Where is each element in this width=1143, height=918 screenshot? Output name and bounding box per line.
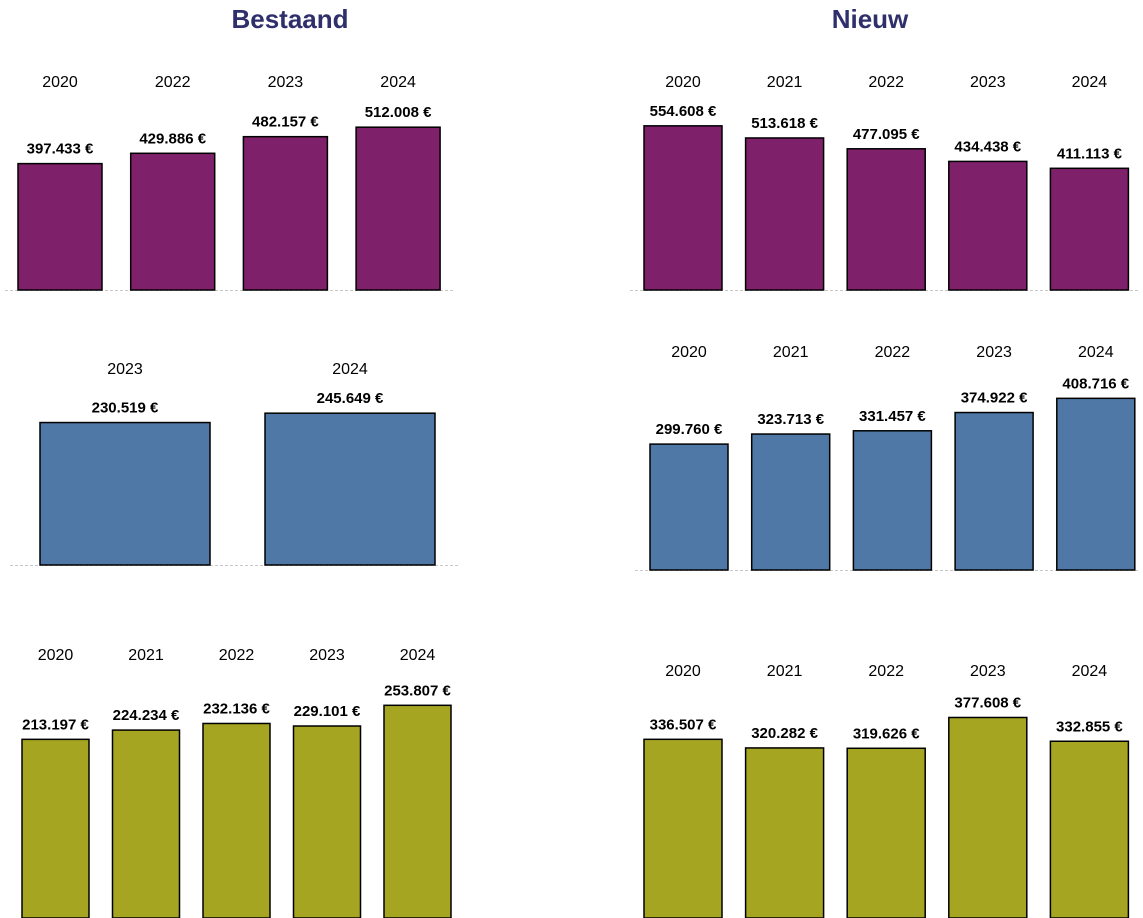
tick-label: 2021 (128, 647, 164, 664)
data-label: 336.507 € (650, 716, 717, 733)
data-label: 513.618 € (751, 115, 818, 132)
bar (643, 125, 723, 291)
data-label: 429.886 € (139, 130, 206, 147)
data-label: 408.716 € (1062, 375, 1129, 392)
bar (292, 725, 362, 918)
bar (954, 411, 1034, 571)
data-label: 331.457 € (859, 408, 926, 425)
data-label: 229.101 € (294, 703, 361, 720)
tick-label: 2020 (671, 344, 707, 361)
bar (948, 716, 1028, 918)
tick-label: 2024 (1078, 344, 1114, 361)
tick-label: 2024 (380, 74, 416, 91)
bar (111, 729, 181, 918)
tick-label: 2020 (665, 74, 701, 91)
tick-label: 2024 (1072, 663, 1108, 680)
data-label: 397.433 € (27, 141, 94, 158)
bar (242, 135, 329, 291)
tick-label: 2021 (773, 344, 809, 361)
tick-label: 2024 (400, 647, 436, 664)
tick-label: 2023 (107, 361, 143, 378)
bar (846, 747, 926, 918)
bar (264, 412, 436, 566)
tick-label: 2020 (38, 647, 74, 664)
tick-label: 2024 (332, 361, 368, 378)
bar (1049, 740, 1130, 918)
bar (948, 160, 1028, 291)
tick-label: 2022 (155, 74, 191, 91)
tick-label: 2022 (875, 344, 911, 361)
bar (355, 126, 441, 291)
data-label: 323.713 € (757, 411, 824, 428)
tick-label: 2021 (767, 74, 803, 91)
data-label: 477.095 € (853, 126, 920, 143)
tick-label: 2020 (42, 74, 78, 91)
bar (852, 430, 933, 571)
data-label: 332.855 € (1056, 718, 1123, 735)
bar (202, 722, 271, 918)
tick-label: 2021 (767, 663, 803, 680)
data-label: 377.608 € (954, 694, 1021, 711)
data-label: 245.649 € (317, 390, 384, 407)
heading-bestaand: Bestaand (231, 4, 349, 34)
bar (39, 421, 211, 566)
bar (649, 443, 729, 571)
bar (744, 137, 825, 291)
bar (846, 148, 926, 291)
data-label: 512.008 € (365, 104, 432, 121)
heading-nieuw: Nieuw (831, 4, 909, 34)
data-label: 230.519 € (92, 400, 159, 417)
bar (129, 152, 216, 291)
tick-label: 2022 (868, 663, 904, 680)
tick-label: 2023 (268, 74, 304, 91)
data-label: 411.113 € (1057, 145, 1123, 162)
tick-label: 2024 (1072, 74, 1108, 91)
data-label: 213.197 € (22, 716, 89, 733)
bar (1049, 167, 1130, 291)
data-label: 299.760 € (656, 421, 723, 438)
bar (383, 704, 452, 918)
tick-label: 2022 (868, 74, 904, 91)
tick-label: 2023 (309, 647, 345, 664)
data-label: 319.626 € (853, 725, 920, 742)
bar (744, 747, 825, 918)
data-label: 320.282 € (751, 725, 818, 742)
bar (21, 738, 90, 918)
tick-label: 2023 (976, 344, 1012, 361)
bar (1056, 397, 1136, 571)
bar (643, 738, 723, 918)
data-label: 224.234 € (113, 707, 180, 724)
tick-label: 2023 (970, 663, 1006, 680)
tick-label: 2020 (665, 663, 701, 680)
data-label: 482.157 € (252, 114, 319, 131)
tick-label: 2023 (970, 74, 1006, 91)
data-label: 554.608 € (650, 103, 717, 120)
data-label: 232.136 € (203, 700, 270, 717)
data-label: 434.438 € (954, 138, 1021, 155)
tick-label: 2022 (219, 647, 255, 664)
bar (750, 433, 831, 571)
data-label: 253.807 € (384, 682, 451, 699)
data-label: 374.922 € (961, 390, 1028, 407)
bar (17, 162, 103, 291)
